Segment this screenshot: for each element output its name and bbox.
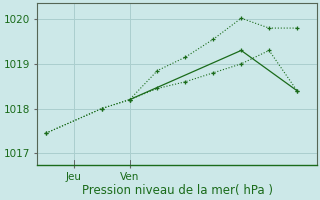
X-axis label: Pression niveau de la mer( hPa ): Pression niveau de la mer( hPa ) <box>82 184 273 197</box>
